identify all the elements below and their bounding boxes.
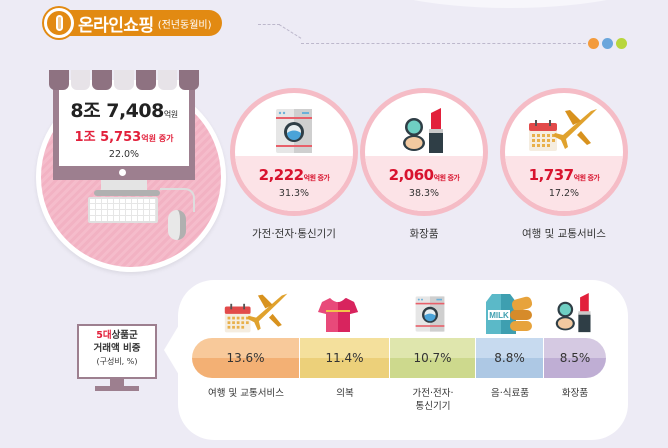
category-increase: 1,737억원 증가 [528,166,600,184]
monitor-chin [53,166,195,180]
section-header: 온라인쇼핑 (전년동월비) [44,8,222,38]
tshirt-icon [318,296,358,332]
category-increase: 2,222억원 증가 [258,166,330,184]
dot-orange [588,38,599,49]
dot-green [616,38,627,49]
share-bar-chart: 13.6% 11.4% 10.7% 8.8% 8.5% [192,338,606,378]
keyboard-icon [88,197,158,223]
total-increase: 1조 5,753억원 증가 [74,130,174,145]
milk-icon: MILK [484,294,536,334]
share-segment-travel: 13.6% [192,338,300,378]
category-circle-travel: 1,737억원 증가 17.2% [500,88,628,216]
panel-pointer [164,320,182,380]
store-awning-icon [48,70,200,90]
category-label: 화장품 [409,228,439,240]
category-circle-appliances: 2,222억원 증가 31.3% [230,88,358,216]
divider-line [301,43,586,44]
svg-text:MILK: MILK [489,311,509,320]
legend-monitor-stand [110,379,124,387]
total-pct: 22.0% [108,149,140,160]
travel-icon [505,105,623,155]
mouse-cord [160,188,195,212]
cosmetics-icon [365,107,483,155]
monitor-stand [101,180,147,192]
share-label: 가전·전자· 통신기기 [412,388,454,412]
share-segment-food: 8.8% [476,338,544,378]
category-pct: 17.2% [548,188,580,199]
share-label: 여행 및 교통서비스 [208,388,284,399]
share-label: 화장품 [561,388,589,399]
share-legend: 5대상품군 거래액 비중 (구성비, %) [77,324,157,379]
category-circle-cosmetics: 2,060억원 증가 38.3% [360,88,488,216]
washing-machine-icon [235,107,353,155]
total-amount: 8조 7,408억원 [70,100,178,122]
total-stats: 8조 7,408억원 1조 5,753억원 증가 22.0% [53,96,195,160]
category-increase: 2,060억원 증가 [388,166,460,184]
category-pct: 38.3% [408,188,440,199]
mouse-icon [168,210,186,240]
share-segment-clothing: 11.4% [300,338,390,378]
divider-line [258,24,280,25]
share-label: 의복 [336,388,354,399]
travel-icon [220,290,294,336]
cosmetics-icon [554,292,594,334]
share-label: 음·식료품 [491,388,529,399]
divider-line [278,24,302,39]
share-segment-appliances: 10.7% [390,338,476,378]
header-subtitle: (전년동월비) [157,19,212,31]
monitor-base [94,190,160,196]
category-pct: 31.3% [278,188,310,199]
background-arc [360,0,660,8]
washing-machine-icon [414,294,446,334]
category-label: 여행 및 교통서비스 [522,228,606,240]
header-title: 온라인쇼핑 [78,15,154,36]
decorative-dots [588,38,627,49]
dot-blue [602,38,613,49]
info-icon [44,8,74,38]
legend-monitor-base [95,386,139,391]
share-segment-cosmetics: 8.5% [544,338,606,378]
category-label: 가전·전자·통신기기 [252,228,336,240]
